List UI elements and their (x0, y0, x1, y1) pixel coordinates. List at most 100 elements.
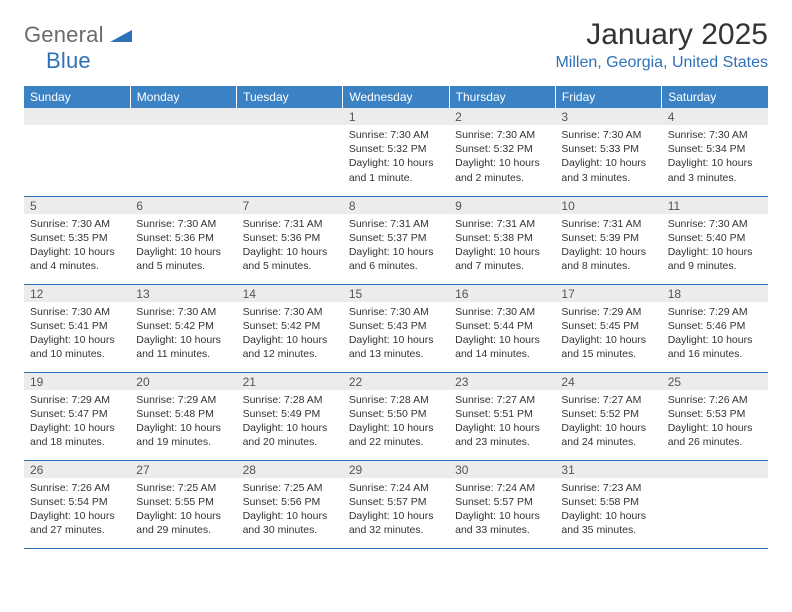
daylight-line: Daylight: 10 hours and 19 minutes. (136, 421, 230, 449)
calendar-cell (662, 460, 768, 548)
daylight-line: Daylight: 10 hours and 13 minutes. (349, 333, 443, 361)
day-number: 9 (449, 197, 555, 214)
sunset-value: 5:51 PM (494, 408, 533, 420)
daylight-label: Daylight: (136, 510, 177, 522)
sunset-label: Sunset: (243, 232, 279, 244)
daylight-line: Daylight: 10 hours and 15 minutes. (561, 333, 655, 361)
sunset-line: Sunset: 5:58 PM (561, 495, 655, 509)
sunset-line: Sunset: 5:34 PM (668, 142, 762, 156)
sunset-value: 5:57 PM (387, 496, 426, 508)
sunrise-value: 7:26 AM (71, 482, 110, 494)
calendar-cell: 27Sunrise: 7:25 AMSunset: 5:55 PMDayligh… (130, 460, 236, 548)
calendar-cell: 9Sunrise: 7:31 AMSunset: 5:38 PMDaylight… (449, 196, 555, 284)
logo-text-blue: Blue (24, 48, 91, 73)
day-number: 3 (555, 108, 661, 125)
calendar-cell: 26Sunrise: 7:26 AMSunset: 5:54 PMDayligh… (24, 460, 130, 548)
sunrise-line: Sunrise: 7:30 AM (455, 128, 549, 142)
day-number: 13 (130, 285, 236, 302)
sunset-label: Sunset: (30, 232, 66, 244)
sunrise-label: Sunrise: (668, 129, 707, 141)
daylight-line: Daylight: 10 hours and 29 minutes. (136, 509, 230, 537)
daylight-line: Daylight: 10 hours and 33 minutes. (455, 509, 549, 537)
sunrise-value: 7:29 AM (71, 394, 110, 406)
sunset-label: Sunset: (561, 496, 597, 508)
daylight-line: Daylight: 10 hours and 24 minutes. (561, 421, 655, 449)
sunset-label: Sunset: (668, 408, 704, 420)
day-number: 2 (449, 108, 555, 125)
day-details: Sunrise: 7:23 AMSunset: 5:58 PMDaylight:… (555, 478, 661, 540)
day-details: Sunrise: 7:31 AMSunset: 5:36 PMDaylight:… (237, 214, 343, 276)
sunrise-line: Sunrise: 7:30 AM (668, 217, 762, 231)
sunrise-value: 7:30 AM (71, 306, 110, 318)
sunset-label: Sunset: (136, 408, 172, 420)
sunset-line: Sunset: 5:43 PM (349, 319, 443, 333)
sunrise-label: Sunrise: (136, 218, 175, 230)
sunrise-label: Sunrise: (30, 218, 69, 230)
daylight-line: Daylight: 10 hours and 26 minutes. (668, 421, 762, 449)
calendar-cell: 25Sunrise: 7:26 AMSunset: 5:53 PMDayligh… (662, 372, 768, 460)
daylight-line: Daylight: 10 hours and 5 minutes. (136, 245, 230, 273)
sunrise-line: Sunrise: 7:26 AM (30, 481, 124, 495)
weekday-header: Monday (130, 86, 236, 108)
sunset-value: 5:36 PM (175, 232, 214, 244)
sunrise-label: Sunrise: (668, 218, 707, 230)
sunrise-label: Sunrise: (243, 218, 282, 230)
calendar-cell: 16Sunrise: 7:30 AMSunset: 5:44 PMDayligh… (449, 284, 555, 372)
sunset-value: 5:44 PM (494, 320, 533, 332)
sunset-line: Sunset: 5:56 PM (243, 495, 337, 509)
calendar-week-row: 12Sunrise: 7:30 AMSunset: 5:41 PMDayligh… (24, 284, 768, 372)
weekday-header: Saturday (662, 86, 768, 108)
sunset-value: 5:49 PM (281, 408, 320, 420)
daylight-line: Daylight: 10 hours and 4 minutes. (30, 245, 124, 273)
sunset-label: Sunset: (243, 408, 279, 420)
day-number: 11 (662, 197, 768, 214)
daylight-label: Daylight: (561, 422, 602, 434)
daylight-label: Daylight: (243, 246, 284, 258)
sunrise-value: 7:24 AM (497, 482, 536, 494)
sunset-value: 5:50 PM (387, 408, 426, 420)
daylight-label: Daylight: (349, 157, 390, 169)
sunset-value: 5:52 PM (600, 408, 639, 420)
sunrise-value: 7:24 AM (390, 482, 429, 494)
sunrise-line: Sunrise: 7:30 AM (455, 305, 549, 319)
sunrise-value: 7:30 AM (390, 306, 429, 318)
sunrise-value: 7:26 AM (709, 394, 748, 406)
sunrise-label: Sunrise: (349, 218, 388, 230)
sunset-label: Sunset: (455, 232, 491, 244)
sunrise-line: Sunrise: 7:30 AM (136, 217, 230, 231)
daylight-line: Daylight: 10 hours and 8 minutes. (561, 245, 655, 273)
day-details: Sunrise: 7:25 AMSunset: 5:56 PMDaylight:… (237, 478, 343, 540)
day-details: Sunrise: 7:31 AMSunset: 5:37 PMDaylight:… (343, 214, 449, 276)
sunrise-label: Sunrise: (243, 394, 282, 406)
sunset-label: Sunset: (668, 320, 704, 332)
day-number: 25 (662, 373, 768, 390)
sunrise-line: Sunrise: 7:29 AM (136, 393, 230, 407)
day-details: Sunrise: 7:28 AMSunset: 5:50 PMDaylight:… (343, 390, 449, 452)
calendar-cell: 7Sunrise: 7:31 AMSunset: 5:36 PMDaylight… (237, 196, 343, 284)
day-number: 15 (343, 285, 449, 302)
sunset-line: Sunset: 5:32 PM (455, 142, 549, 156)
daylight-line: Daylight: 10 hours and 14 minutes. (455, 333, 549, 361)
sunrise-line: Sunrise: 7:24 AM (455, 481, 549, 495)
daylight-label: Daylight: (455, 246, 496, 258)
day-number: 7 (237, 197, 343, 214)
sunset-line: Sunset: 5:45 PM (561, 319, 655, 333)
sunrise-label: Sunrise: (561, 482, 600, 494)
calendar-cell (237, 108, 343, 196)
calendar-cell (130, 108, 236, 196)
sunset-line: Sunset: 5:41 PM (30, 319, 124, 333)
sunrise-line: Sunrise: 7:31 AM (349, 217, 443, 231)
calendar-cell: 5Sunrise: 7:30 AMSunset: 5:35 PMDaylight… (24, 196, 130, 284)
sunrise-label: Sunrise: (349, 394, 388, 406)
day-number: 5 (24, 197, 130, 214)
day-details: Sunrise: 7:30 AMSunset: 5:33 PMDaylight:… (555, 125, 661, 187)
day-number: 26 (24, 461, 130, 478)
sunset-value: 5:41 PM (69, 320, 108, 332)
day-details: Sunrise: 7:24 AMSunset: 5:57 PMDaylight:… (343, 478, 449, 540)
sunrise-value: 7:25 AM (284, 482, 323, 494)
calendar-cell: 18Sunrise: 7:29 AMSunset: 5:46 PMDayligh… (662, 284, 768, 372)
weekday-header: Friday (555, 86, 661, 108)
sunset-value: 5:54 PM (69, 496, 108, 508)
sunrise-value: 7:28 AM (284, 394, 323, 406)
daylight-label: Daylight: (30, 422, 71, 434)
